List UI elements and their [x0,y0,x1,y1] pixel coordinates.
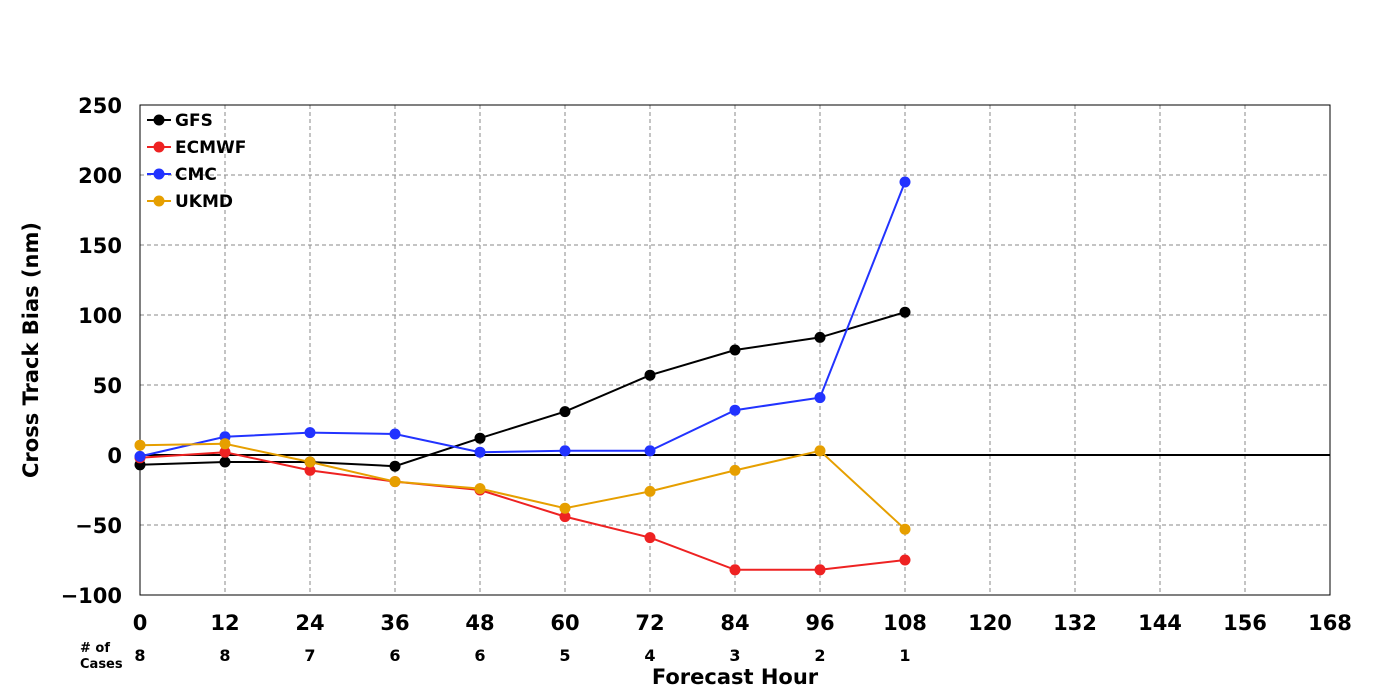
data-point-cmc [304,427,316,439]
y-tick-label: 150 [78,234,122,258]
case-count-label: 8 [134,646,145,665]
data-point-gfs [729,344,741,356]
legend-marker-cmc [153,168,165,180]
data-point-cmc [899,176,911,188]
x-tick-label: 168 [1308,611,1352,635]
data-point-ukmd [219,438,231,450]
cases-caption-line-1: # of [80,641,110,656]
x-tick-label: 108 [883,611,927,635]
legend: GFS ECMWF CMC UKMD [147,111,246,212]
x-axis-title: Forecast Hour [652,665,819,689]
data-point-ecmwf [559,511,571,523]
data-point-ukmd [899,523,911,535]
legend-label-ukmd: UKMD [175,192,233,212]
data-point-gfs [644,369,656,381]
series-line-ukmd [139,442,906,530]
x-tick-label: 96 [805,611,834,635]
x-tick-label: 48 [465,611,494,635]
case-count-label: 6 [474,646,485,665]
legend-label-cmc: CMC [175,165,217,185]
x-tick-label: 84 [720,611,749,635]
x-tick-label: 156 [1223,611,1267,635]
data-point-ecmwf [814,564,826,576]
legend-marker-ecmwf [153,141,165,153]
data-point-gfs [474,432,486,444]
data-point-gfs [389,460,401,472]
x-tick-labels: 0 12 24 36 48 60 72 84 96 108 120 132 144 156 168 [133,611,1352,635]
case-count-label: 7 [304,646,315,665]
y-tick-labels: 250 200 150 100 50 0 −100 −50 [61,94,122,608]
case-count-label: 5 [559,646,570,665]
data-point-ecmwf [644,532,656,544]
y-axis-title: Cross Track Bias (nm) [19,222,43,478]
data-point-gfs [219,456,231,468]
x-tick-label: 24 [295,611,324,635]
data-point-cmc [559,445,571,457]
data-point-cmc [729,404,741,416]
x-tick-label: 0 [133,611,148,635]
plot-frame [139,104,1331,596]
series-line-cmc [139,181,906,458]
case-count-label: 3 [729,646,740,665]
data-point-cmc [644,445,656,457]
data-point-ukmd [134,439,146,451]
y-tick-label: 200 [78,164,122,188]
y-tick-label: 0 [107,444,122,468]
data-point-ecmwf [899,554,911,566]
data-point-ukmd [559,502,571,514]
legend-label-gfs: GFS [175,111,213,131]
cases-caption-line-2: Cases [80,657,123,672]
data-point-gfs [559,406,571,418]
data-point-ukmd [729,464,741,476]
x-tick-label: 60 [550,611,579,635]
data-point-cmc [814,392,826,404]
legend-marker-ukmd [153,195,165,207]
series-line-gfs [139,311,906,468]
case-count-label: 6 [389,646,400,665]
x-tick-label: 36 [380,611,409,635]
series-line-ecmwf [139,451,906,571]
series-layer [134,176,911,576]
data-point-cmc [134,450,146,462]
legend-label-ecmwf: ECMWF [175,138,246,158]
data-point-ukmd [474,483,486,495]
legend-marker-gfs [153,114,165,126]
data-point-ecmwf [729,564,741,576]
data-point-cmc [389,428,401,440]
data-point-ukmd [814,445,826,457]
case-count-label: 1 [899,646,910,665]
y-tick-label: 100 [78,304,122,328]
case-count-label: 4 [644,646,655,665]
x-tick-label: 132 [1053,611,1097,635]
x-tick-label: 12 [210,611,239,635]
data-point-ukmd [644,485,656,497]
data-point-gfs [899,306,911,318]
data-point-ecmwf [219,446,231,458]
data-point-gfs [814,331,826,343]
data-point-ecmwf [304,464,316,476]
y-tick-label: −50 [75,514,122,538]
y-tick-label: −100 [61,584,122,608]
data-point-ukmd [304,456,316,468]
case-count-label: 8 [219,646,230,665]
data-point-cmc [474,446,486,458]
x-tick-label: 120 [968,611,1012,635]
data-point-ukmd [389,476,401,488]
y-tick-label: 50 [93,374,122,398]
x-tick-label: 72 [635,611,664,635]
x-tick-label: 144 [1138,611,1182,635]
y-tick-label: 250 [78,94,122,118]
case-count-label: 2 [814,646,825,665]
